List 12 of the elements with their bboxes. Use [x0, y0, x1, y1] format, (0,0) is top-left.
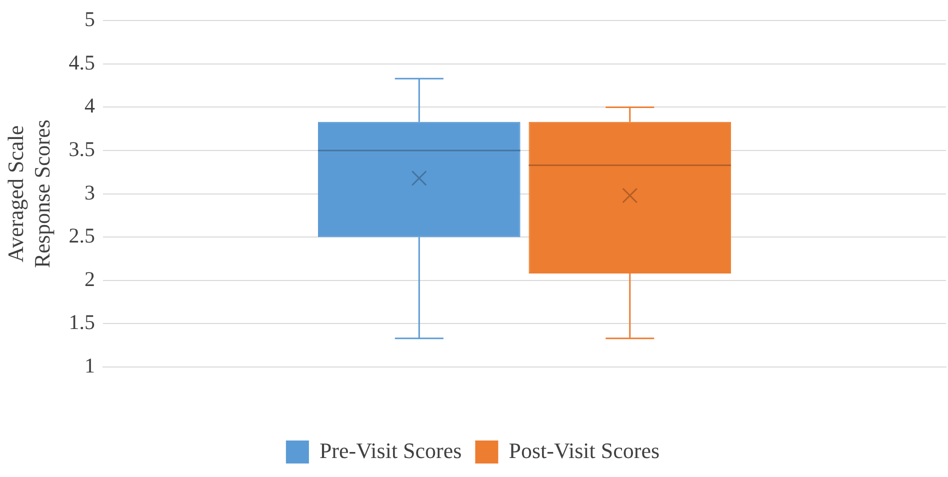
y-tick-label: 2: [84, 266, 96, 291]
y-tick-label: 3.5: [68, 137, 96, 162]
y-tick-label: 4.5: [68, 50, 96, 74]
legend-label: Post-Visit Scores: [508, 438, 660, 463]
y-tick-label: 3: [84, 180, 96, 204]
y-tick-label: 4: [84, 94, 96, 118]
y-tick-label: 2.5: [68, 224, 96, 248]
y-tick-label: 5: [84, 7, 96, 32]
y-tick-label: 1.5: [68, 310, 96, 334]
y-axis-title: Averaged Scale Response Scores: [2, 120, 54, 268]
legend-label: Pre-Visit Scores: [319, 438, 462, 463]
y-tick-label: 1: [84, 354, 96, 378]
